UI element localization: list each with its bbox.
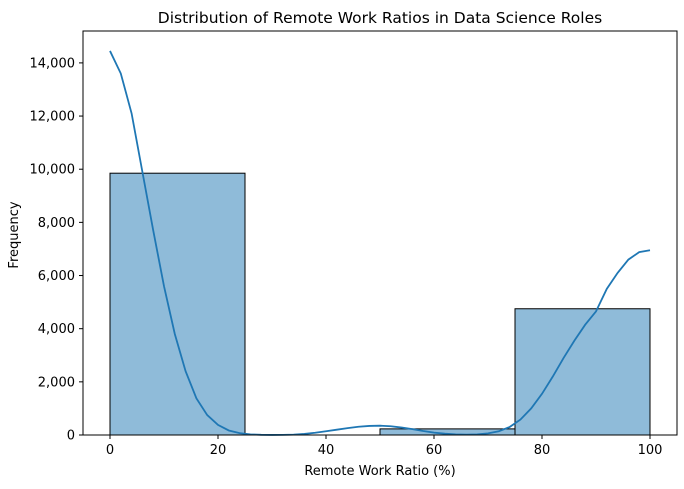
y-tick-label-6: 12,000: [30, 110, 76, 125]
y-tick-label-4: 8,000: [38, 216, 75, 231]
y-tick-label-5: 10,000: [30, 163, 76, 178]
y-tick-label-3: 6,000: [38, 269, 75, 284]
x-tick-label-1: 20: [210, 443, 227, 458]
histogram-bars: [109, 172, 651, 436]
x-axis-label: Remote Work Ratio (%): [304, 464, 455, 479]
histogram-bar-3: [514, 308, 651, 436]
plot-frame: [82, 30, 678, 436]
x-tick-label-3: 60: [426, 443, 443, 458]
y-axis-ticks: 0 2,000 4,000 6,000 8,000 10,000 12,000 14,000: [30, 56, 83, 444]
x-tick-label-2: 40: [318, 443, 335, 458]
kde-curve: [109, 50, 651, 436]
x-tick-label-4: 80: [534, 443, 551, 458]
x-tick-label-5: 100: [638, 443, 663, 458]
y-tick-label-7: 14,000: [30, 56, 76, 71]
x-tick-label-0: 0: [106, 443, 114, 458]
y-tick-label-0: 0: [67, 429, 75, 444]
chart-title: Distribution of Remote Work Ratios in Da…: [158, 9, 602, 27]
y-axis-label: Frequency: [7, 201, 22, 268]
y-tick-label-2: 4,000: [38, 322, 75, 337]
x-axis-ticks: 0 20 40 60 80 100: [106, 435, 663, 458]
y-tick-label-1: 2,000: [38, 375, 75, 390]
histogram-bar-0: [109, 172, 246, 436]
